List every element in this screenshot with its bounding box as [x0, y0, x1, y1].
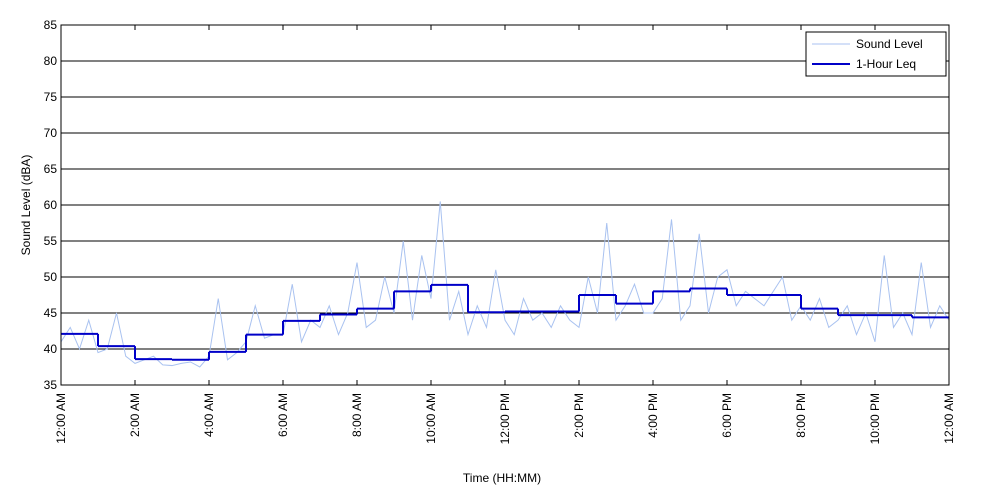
x-tick-label: 6:00 AM [276, 393, 290, 437]
y-tick-label: 80 [44, 54, 58, 68]
y-tick-label: 85 [44, 18, 58, 32]
legend-label: 1-Hour Leq [856, 57, 916, 71]
y-tick-label: 75 [44, 90, 58, 104]
y-tick-label: 35 [44, 378, 58, 392]
y-tick-label: 60 [44, 198, 58, 212]
legend-label: Sound Level [856, 37, 923, 51]
x-tick-label: 2:00 AM [128, 393, 142, 437]
x-tick-label: 10:00 PM [868, 393, 882, 444]
y-axis-label: Sound Level (dBA) [19, 155, 33, 256]
y-tick-label: 55 [44, 234, 58, 248]
y-tick-label: 45 [44, 306, 58, 320]
x-tick-label: 12:00 AM [942, 393, 956, 444]
plot-frame [60, 24, 950, 386]
x-tick-label: 4:00 PM [646, 393, 660, 438]
y-tick-label: 65 [44, 162, 58, 176]
x-tick-label: 10:00 AM [424, 393, 438, 444]
x-tick-label: 6:00 PM [720, 393, 734, 438]
x-tick-label: 2:00 PM [572, 393, 586, 438]
y-tick-label: 50 [44, 270, 58, 284]
x-tick-label: 12:00 AM [54, 393, 68, 444]
x-axis-label: Time (HH:MM) [463, 471, 541, 485]
x-tick-label: 4:00 AM [202, 393, 216, 437]
legend-box [805, 31, 947, 77]
y-tick-label: 40 [44, 342, 58, 356]
x-tick-label: 12:00 PM [498, 393, 512, 444]
x-tick-label: 8:00 PM [794, 393, 808, 438]
y-tick-label: 70 [44, 126, 58, 140]
x-tick-label: 8:00 AM [350, 393, 364, 437]
